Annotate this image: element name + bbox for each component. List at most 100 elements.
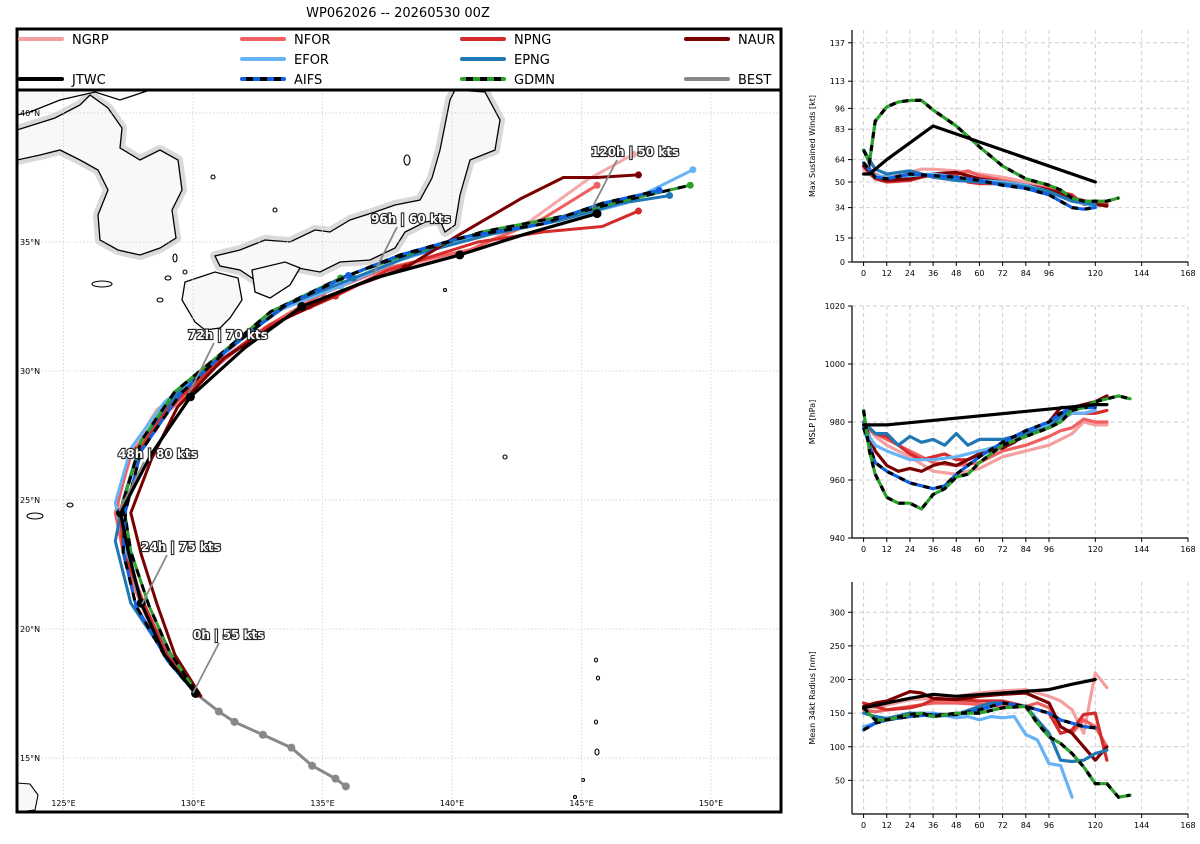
wind-panel: 0122436486072849612014416801534506483961… <box>808 30 1196 278</box>
x-tick-label: 120 <box>1088 821 1103 830</box>
lon-tick-label: 150°E <box>699 799 723 808</box>
jtwc-fix-marker <box>186 392 195 401</box>
x-tick-label: 0 <box>861 269 866 278</box>
fix-marker <box>594 182 601 189</box>
y-tick-label: 200 <box>830 676 845 685</box>
best-fix-marker <box>215 708 223 716</box>
x-tick-label: 60 <box>974 821 984 830</box>
y-tick-label: 0 <box>840 258 845 267</box>
y-tick-label: 113 <box>830 77 845 86</box>
x-tick-label: 48 <box>951 545 961 554</box>
fix-marker <box>687 182 694 189</box>
track-annotation: 120h | 50 kts <box>591 145 679 159</box>
radius-panel: 0122436486072849612014416850100150200250… <box>808 582 1196 830</box>
legend-label: AIFS <box>294 73 322 88</box>
x-tick-label: 12 <box>882 269 892 278</box>
x-tick-label: 168 <box>1180 821 1195 830</box>
x-tick-label: 12 <box>882 821 892 830</box>
x-tick-label: 48 <box>951 821 961 830</box>
jtwc-fix-marker <box>191 689 200 698</box>
lat-tick-label: 25°N <box>20 496 40 505</box>
legend-label: JTWC <box>71 73 106 88</box>
y-tick-label: 300 <box>830 608 845 617</box>
x-tick-label: 120 <box>1088 269 1103 278</box>
x-tick-label: 0 <box>861 821 866 830</box>
fix-marker <box>345 272 352 279</box>
x-tick-label: 144 <box>1134 545 1149 554</box>
x-tick-label: 12 <box>882 545 892 554</box>
y-tick-label: 940 <box>830 534 845 543</box>
y-tick-label: 50 <box>835 776 845 785</box>
fix-marker <box>635 208 642 215</box>
y-tick-label: 980 <box>830 418 845 427</box>
jtwc-fix-marker <box>297 302 306 311</box>
series-dash <box>864 100 1119 201</box>
y-tick-label: 50 <box>835 178 845 187</box>
fix-marker <box>689 166 696 173</box>
fix-marker <box>666 192 673 199</box>
panel-gridlines <box>848 30 1188 266</box>
x-tick-label: 24 <box>905 545 915 554</box>
jtwc-fix-marker <box>455 250 464 259</box>
x-tick-label: 144 <box>1134 269 1149 278</box>
x-tick-label: 96 <box>1044 545 1054 554</box>
legend-label: GDMN <box>514 73 555 88</box>
y-tick-label: 150 <box>830 709 845 718</box>
legend-label: NGRP <box>72 33 109 48</box>
y-tick-label: 250 <box>830 642 845 651</box>
y-tick-label: 83 <box>835 125 845 134</box>
y-tick-label: 64 <box>835 156 845 165</box>
y-axis-label: Mean 34kt Radius [nm] <box>808 651 817 744</box>
x-tick-label: 24 <box>905 269 915 278</box>
x-tick-label: 72 <box>998 269 1008 278</box>
x-tick-label: 60 <box>974 545 984 554</box>
panel-series <box>864 396 1131 509</box>
y-tick-label: 100 <box>830 743 845 752</box>
figure-title: WP062026 -- 20260530 00Z <box>306 6 490 21</box>
y-tick-label: 960 <box>830 476 845 485</box>
x-tick-label: 60 <box>974 269 984 278</box>
y-tick-label: 137 <box>830 39 845 48</box>
y-tick-label: 1020 <box>825 302 845 311</box>
best-fix-marker <box>230 718 238 726</box>
x-tick-label: 84 <box>1021 545 1031 554</box>
legend-label: EFOR <box>294 53 329 68</box>
y-tick-label: 1000 <box>825 360 845 369</box>
best-fix-marker <box>342 782 350 790</box>
best-fix-marker <box>287 744 295 752</box>
panel-series <box>864 673 1131 797</box>
mslp-panel: 0122436486072849612014416894096098010001… <box>808 302 1196 554</box>
y-tick-label: 96 <box>835 104 845 113</box>
lon-tick-label: 140°E <box>440 799 464 808</box>
lon-tick-label: 130°E <box>181 799 205 808</box>
x-tick-label: 96 <box>1044 821 1054 830</box>
series-line <box>864 100 1119 201</box>
x-tick-label: 168 <box>1180 545 1195 554</box>
x-tick-label: 96 <box>1044 269 1054 278</box>
fix-marker <box>656 187 663 194</box>
track-annotation: 24h | 75 kts <box>141 540 221 554</box>
x-tick-label: 36 <box>928 821 938 830</box>
legend-label: EPNG <box>514 53 550 68</box>
legend-label: NFOR <box>294 33 330 48</box>
best-fix-marker <box>308 762 316 770</box>
track-annotation: 72h | 70 kts <box>188 328 268 342</box>
lat-tick-label: 15°N <box>20 754 40 763</box>
legend: NGRPNFORNPNGNAURJTWCEFORAIFSEPNGGDMNBEST <box>17 29 781 90</box>
lon-tick-label: 145°E <box>569 799 593 808</box>
x-tick-label: 72 <box>998 821 1008 830</box>
x-tick-label: 144 <box>1134 821 1149 830</box>
panel-series <box>864 100 1119 209</box>
x-tick-label: 36 <box>928 545 938 554</box>
y-tick-label: 34 <box>835 204 845 213</box>
track-annotation: 0h | 55 kts <box>193 628 264 642</box>
lat-tick-label: 35°N <box>20 238 40 247</box>
series-gdmn <box>864 100 1119 201</box>
track-annotation: 96h | 60 kts <box>371 212 451 226</box>
jtwc-fix-marker <box>593 209 602 218</box>
legend-label: NAUR <box>738 33 775 48</box>
legend-label: NPNG <box>514 33 551 48</box>
x-tick-label: 84 <box>1021 269 1031 278</box>
lat-tick-label: 20°N <box>20 625 40 634</box>
lat-tick-label: 30°N <box>20 367 40 376</box>
